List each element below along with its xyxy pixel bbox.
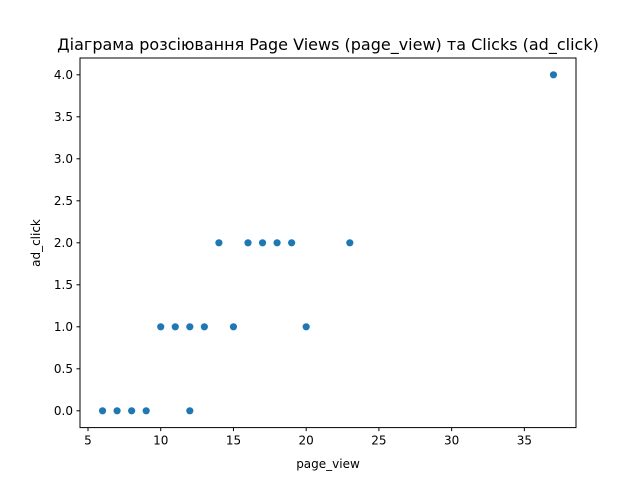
y-tick-label: 4.0 <box>54 68 73 82</box>
data-point <box>215 239 223 247</box>
y-tick-label: 2.0 <box>54 236 73 250</box>
y-tick-label: 0.0 <box>54 404 73 418</box>
x-tick-label: 25 <box>371 434 386 448</box>
data-point <box>142 407 150 415</box>
data-point <box>113 407 121 415</box>
data-point <box>346 239 354 247</box>
y-tick-label: 2.5 <box>54 194 73 208</box>
y-tick-label: 1.0 <box>54 320 73 334</box>
x-tick-label: 30 <box>444 434 459 448</box>
data-point <box>186 323 194 331</box>
y-axis-label: ad_click <box>29 219 43 267</box>
y-tick-label: 3.0 <box>54 152 73 166</box>
data-point <box>229 323 238 331</box>
y-tick-label: 3.5 <box>54 110 73 124</box>
data-point <box>128 407 136 415</box>
x-tick-label: 10 <box>153 434 168 448</box>
y-axis-ticks: 0.0 0.5 1.0 1.5 2.0 2.5 3.0 3.5 4.0 <box>54 68 80 418</box>
data-point <box>549 71 558 79</box>
y-tick-label: 0.5 <box>54 362 73 376</box>
data-point <box>98 407 107 415</box>
data-point <box>171 323 179 331</box>
x-tick-label: 20 <box>299 434 314 448</box>
x-axis-ticks: 5 10 15 20 25 30 35 <box>84 427 532 448</box>
data-point <box>200 323 208 331</box>
points-layer <box>98 71 558 415</box>
data-point <box>186 407 194 415</box>
data-point <box>157 323 165 331</box>
data-point <box>302 323 310 331</box>
x-tick-label: 35 <box>517 434 532 448</box>
chart-title: Діаграма розсіювання Page Views (page_vi… <box>57 35 599 55</box>
x-tick-label: 15 <box>226 434 241 448</box>
data-point <box>244 239 252 247</box>
data-point <box>288 239 296 247</box>
plot-frame <box>79 57 577 429</box>
y-tick-label: 1.5 <box>54 278 73 292</box>
x-tick-label: 5 <box>84 434 92 448</box>
x-axis-label: page_view <box>296 457 360 471</box>
data-point <box>273 239 281 247</box>
data-point <box>258 239 267 247</box>
